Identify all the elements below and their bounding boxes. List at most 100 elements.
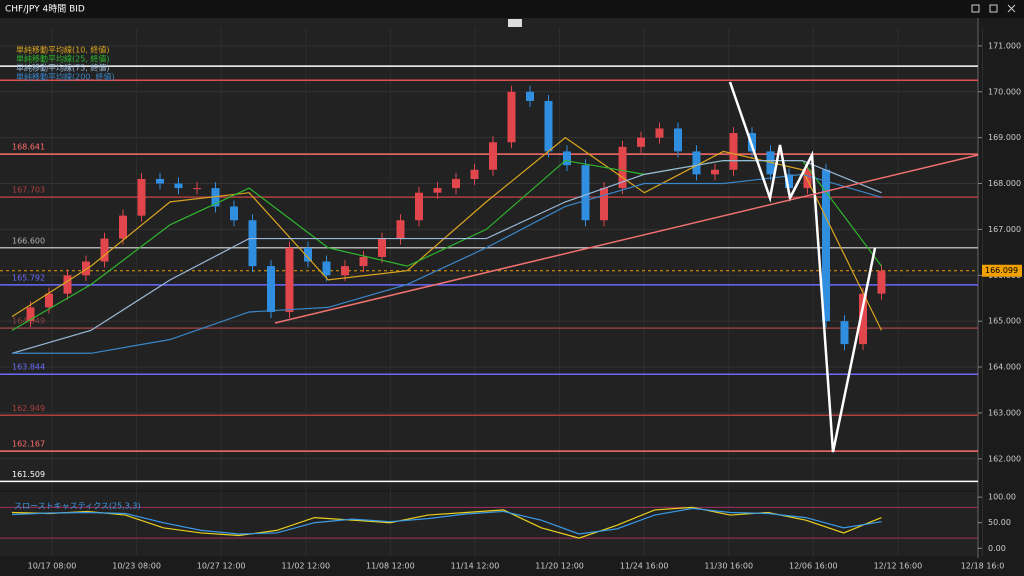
y-tick-label: 50.00 bbox=[988, 518, 1011, 527]
candle bbox=[45, 293, 53, 308]
candle bbox=[674, 128, 682, 152]
x-tick-label: 10/27 12:00 bbox=[197, 562, 246, 571]
x-tick-label: 11/14 12:00 bbox=[451, 562, 500, 571]
y-tick-label: 164.000 bbox=[988, 363, 1021, 372]
window-buttons[interactable] bbox=[971, 4, 1016, 13]
x-tick-label: 11/20 12:00 bbox=[535, 562, 584, 571]
legend-entry: 単純移動平均線(25, 終値) bbox=[16, 54, 110, 64]
candle bbox=[840, 321, 849, 345]
candle bbox=[581, 165, 590, 221]
y-tick-label: 170.000 bbox=[988, 87, 1021, 96]
candle bbox=[507, 91, 516, 143]
plot-content: 171.000 170.000 169.000 168.000 167.000 166.0… bbox=[0, 28, 1022, 571]
level-label: 168.641 bbox=[12, 143, 45, 152]
level-label: 162.949 bbox=[12, 404, 45, 413]
x-tick-label: 12/06 16:00 bbox=[789, 562, 838, 571]
candle bbox=[692, 151, 701, 175]
level-label: 163.844 bbox=[12, 363, 45, 372]
window-title: CHF/JPY 4時間 BID bbox=[5, 4, 85, 15]
candle bbox=[100, 238, 109, 262]
close-button[interactable] bbox=[1007, 4, 1016, 13]
candle bbox=[563, 151, 571, 166]
current-price-box bbox=[982, 264, 1022, 277]
candle bbox=[526, 91, 534, 101]
candle bbox=[341, 266, 349, 276]
y-tick-label: 168.000 bbox=[988, 179, 1021, 188]
candle bbox=[415, 192, 423, 221]
candle bbox=[859, 293, 867, 345]
candle bbox=[655, 128, 664, 138]
y-tick-label: 0.00 bbox=[988, 544, 1006, 553]
oscillator-line bbox=[11, 506, 882, 539]
y-tick-label: 167.000 bbox=[988, 225, 1021, 234]
x-tick-label: 10/23 08:00 bbox=[112, 562, 161, 571]
candle bbox=[137, 178, 146, 216]
y-tick-label: 162.000 bbox=[988, 454, 1021, 463]
candle bbox=[156, 178, 164, 184]
level-label: 167.703 bbox=[12, 186, 45, 195]
candle bbox=[230, 206, 238, 221]
current-price-label: 166.099 bbox=[985, 266, 1018, 275]
candle bbox=[211, 188, 220, 207]
title-bar bbox=[0, 0, 1024, 18]
legend-entry: 単純移動平均線(200, 終値) bbox=[16, 72, 115, 82]
candle bbox=[304, 247, 312, 262]
candle bbox=[711, 169, 719, 175]
candle bbox=[452, 178, 460, 189]
candle bbox=[470, 169, 479, 179]
candle bbox=[618, 146, 627, 189]
y-tick-label: 165.000 bbox=[988, 317, 1021, 326]
price-plot bbox=[0, 18, 978, 490]
maximize-button[interactable] bbox=[989, 4, 998, 13]
candle bbox=[600, 188, 608, 221]
candle bbox=[877, 270, 886, 294]
y-tick-label: 100.00 bbox=[988, 493, 1016, 502]
candle bbox=[193, 188, 201, 190]
level-label: 165.792 bbox=[12, 273, 45, 282]
x-tick-label: 11/08 12:00 bbox=[366, 562, 415, 571]
ma-line bbox=[12, 173, 882, 354]
y-tick-label: 171.000 bbox=[988, 41, 1021, 50]
ma-line bbox=[11, 136, 883, 331]
trend-line bbox=[274, 154, 979, 324]
candle bbox=[174, 183, 183, 189]
candle bbox=[26, 307, 35, 322]
oscillator-plot bbox=[0, 492, 978, 556]
candle bbox=[322, 261, 331, 276]
zigzag-annotation bbox=[728, 81, 877, 453]
x-tick-label: 12/18 16:0 bbox=[961, 562, 1005, 571]
candle bbox=[82, 261, 90, 276]
candle bbox=[433, 188, 442, 193]
candle bbox=[248, 220, 257, 267]
candle bbox=[119, 215, 127, 239]
y-tick-label: 169.000 bbox=[988, 133, 1021, 142]
candle bbox=[637, 137, 645, 147]
x-tick-label: 11/24 16:00 bbox=[620, 562, 669, 571]
candle bbox=[489, 142, 497, 170]
level-label: 162.167 bbox=[12, 440, 45, 449]
oscillator-line bbox=[11, 507, 882, 535]
level-label: 161.509 bbox=[12, 470, 45, 479]
ma-line bbox=[11, 159, 882, 354]
candle bbox=[267, 266, 275, 312]
legend-entry: 単純移動平均線(75, 終値) bbox=[16, 63, 110, 73]
candle bbox=[729, 133, 738, 170]
candle bbox=[63, 275, 72, 294]
level-label: 166.600 bbox=[12, 236, 45, 245]
x-tick-label: 11/30 16:00 bbox=[704, 562, 753, 571]
y-tick-label: 163.000 bbox=[988, 408, 1021, 417]
candle bbox=[285, 247, 294, 312]
candle bbox=[359, 256, 368, 267]
candle bbox=[544, 100, 553, 152]
legend-entry: 単純移動平均線(10, 終値) bbox=[16, 45, 110, 55]
x-tick-label: 11/02 12:00 bbox=[281, 562, 330, 571]
x-tick-label: 10/17 08:00 bbox=[28, 562, 77, 571]
candle bbox=[822, 169, 830, 322]
candle bbox=[396, 220, 405, 239]
collapse-button[interactable] bbox=[508, 19, 522, 27]
oscillator-title: スローストキャスティクス(25,3,3) bbox=[14, 502, 141, 511]
candle bbox=[378, 238, 386, 257]
x-tick-label: 12/12 16:00 bbox=[874, 562, 923, 571]
menu-button[interactable] bbox=[971, 4, 980, 13]
